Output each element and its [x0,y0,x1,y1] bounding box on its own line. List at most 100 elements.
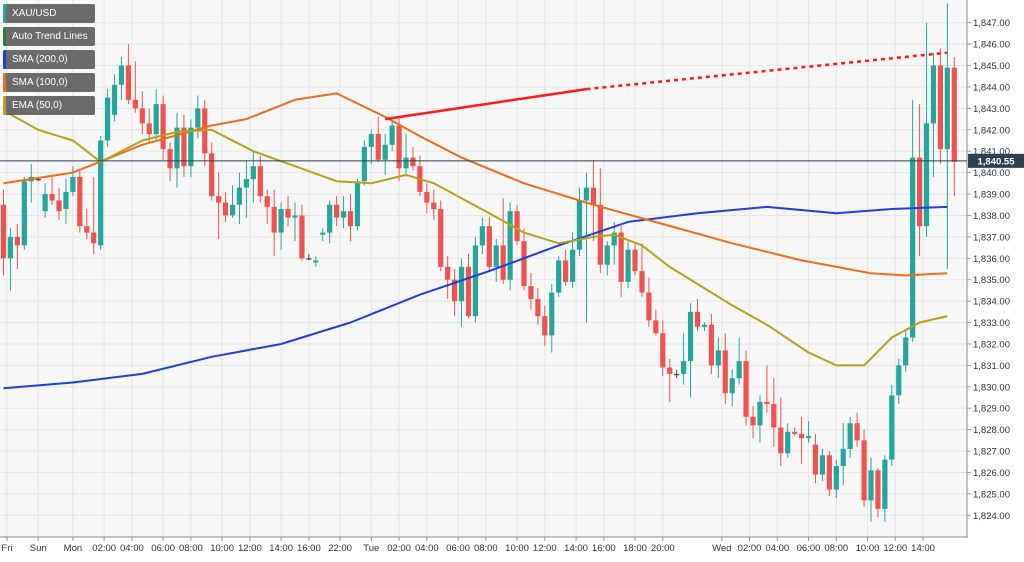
y-tick-label: 1,844.00 [973,82,1010,93]
candle-body [583,187,590,201]
candle-body [49,194,55,201]
candle-body [438,209,444,267]
x-tick-label: 12:00 [238,543,262,554]
y-tick-label: 1,831.00 [973,361,1010,372]
candle-body [743,361,749,417]
x-tick-label: 20:00 [651,543,675,554]
x-tick-label: 06:00 [797,543,821,554]
legend-sma-100[interactable]: SMA (100,0) [3,73,95,92]
candle-body [736,361,742,379]
candle-body [14,236,20,246]
x-tick-label: 16:00 [297,543,321,554]
candle-body [250,166,256,180]
candle-body [674,373,680,376]
candle-body [604,245,610,265]
candle-body [916,157,923,227]
sma-200-line [3,205,948,390]
candle-body [125,65,132,100]
candle-body [653,320,659,334]
y-tick-label: 1,830.00 [973,382,1010,393]
candle-body [556,260,562,293]
candle-body [805,436,812,439]
candle-body [465,266,472,317]
candle-body [646,292,652,321]
x-tick-label: 10:00 [210,543,234,554]
x-tick-label: 08:00 [824,543,848,554]
candle-body [354,181,361,227]
candle-body [847,423,853,449]
candle-body [514,211,520,242]
candle-body [667,367,673,374]
y-tick-label: 1,825.00 [973,489,1010,500]
candle-body [118,65,125,85]
candle-body [382,144,388,160]
candle-body [694,311,701,327]
x-tick-label: 10:00 [505,543,529,554]
candle-body [347,211,354,227]
candle-body [472,245,479,317]
candle-body [368,134,374,147]
candle-body [431,202,437,210]
candle-body [549,292,555,336]
candle-body [722,350,728,394]
candle-body [396,125,402,169]
legend-ema-50[interactable]: EMA (50,0) [3,96,95,115]
candle-body [882,459,888,509]
candle-body [299,215,305,259]
x-tick-label: 12:00 [883,543,907,554]
candle-body [98,140,104,246]
candle-body [896,365,902,396]
y-tick-label: 1,827.00 [973,447,1010,458]
candle-body [771,403,777,428]
candle-body [923,123,930,227]
candle-body [785,431,791,454]
candle-body [701,324,708,327]
x-tick-label: 14:00 [269,543,293,554]
candle-body [528,286,534,299]
candle-body [535,298,541,317]
y-tick-label: 1,834.00 [973,297,1010,308]
y-tick-label: 1,829.00 [973,404,1010,415]
candle-body [840,448,846,467]
legend-ema-50-label: EMA (50,0) [12,100,63,111]
x-tick-label: 10:00 [856,543,880,554]
candle-body [278,209,284,233]
candle-body [375,134,381,160]
candle-body [493,245,499,267]
candle-body [452,279,458,302]
candle-body [507,211,513,280]
candle-body [833,466,839,490]
candle-body [944,67,950,150]
legend-sma-200-swatch [3,50,6,69]
candle-body [611,232,617,246]
candle-body [340,211,347,218]
legend-symbol[interactable]: XAU/USD [3,4,95,23]
x-tick-label: 08:00 [474,543,498,554]
candle-body [930,65,937,124]
candle-body [764,401,770,404]
candle-body [951,67,957,162]
x-tick-label: Mon [64,543,82,554]
candle-body [264,196,270,207]
y-tick-label: 1,838.00 [973,211,1010,222]
x-tick-label: 18:00 [623,543,647,554]
candle-body [521,241,527,287]
candle-body [195,108,201,128]
y-tick-label: 1,840.00 [973,168,1010,179]
legend-auto-trend-lines[interactable]: Auto Trend Lines [3,27,95,46]
candle-body [105,97,111,141]
x-tick-label: 04:00 [765,543,789,554]
y-tick-label: 1,824.00 [973,511,1010,522]
candle-body [146,123,152,135]
candle-body [167,149,173,169]
candle-body [334,204,340,218]
legend-sma-200[interactable]: SMA (200,0) [3,50,95,69]
candle-body [77,176,83,227]
y-tick-label: 1,842.00 [973,125,1010,136]
candle-body [35,179,41,181]
candle-body [361,146,367,182]
x-tick-label: 14:00 [911,543,935,554]
candle-body [0,204,7,259]
